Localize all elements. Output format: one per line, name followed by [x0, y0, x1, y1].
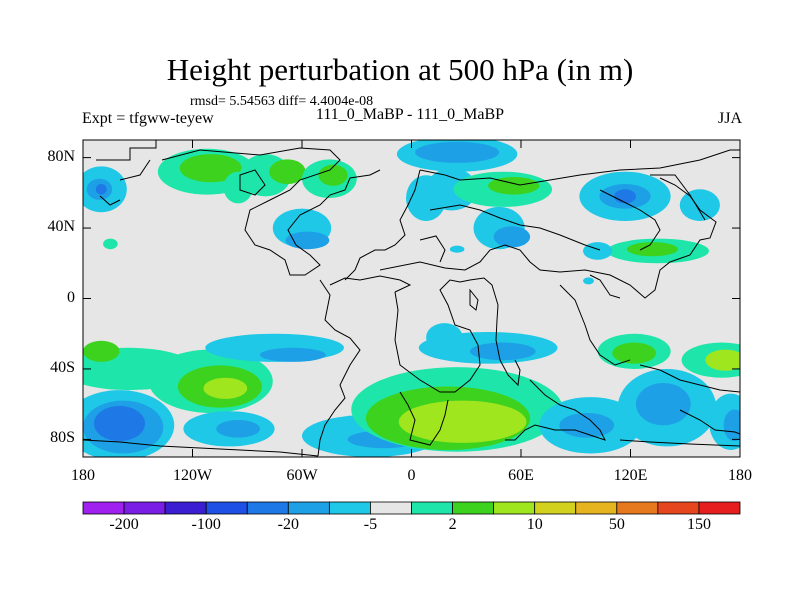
- colorbar-label: -200: [109, 516, 139, 533]
- contour-region-29: [583, 277, 595, 285]
- colorbar-label: 150: [686, 516, 711, 533]
- contour-region-26: [626, 242, 678, 257]
- stats-label: rmsd= 5.54563 diff= 4.4004e-08: [190, 94, 374, 109]
- x-tick-label: 180: [71, 467, 95, 484]
- contour-region-59: [723, 409, 740, 442]
- contour-region-34: [93, 405, 146, 442]
- y-tick-label: 40N: [47, 218, 75, 236]
- y-tick-label: 80N: [47, 147, 75, 165]
- contour-region-46: [398, 400, 527, 443]
- contour-region-49: [469, 342, 536, 361]
- colorbar-swatch-9: [452, 501, 495, 515]
- contour-region-18: [488, 176, 540, 195]
- contour-region-41: [216, 420, 261, 438]
- experiment-label: Expt = tfgww-teyew: [82, 110, 214, 127]
- y-tick-label: 0: [67, 288, 75, 306]
- x-tick-label: 120W: [172, 467, 213, 484]
- colorbar-label: 50: [608, 516, 625, 533]
- contour-region-11: [285, 231, 330, 250]
- x-tick-label: 0: [407, 467, 416, 484]
- x-tick-label: 180: [728, 467, 752, 484]
- colorbar-swatch-5: [287, 501, 330, 515]
- colorbar-swatch-2: [164, 501, 207, 515]
- contour-region-39: [260, 347, 326, 362]
- chart-title: Height perturbation at 500 hPa (in m): [166, 52, 634, 87]
- colorbar-label: -100: [191, 516, 221, 533]
- contour-region-20: [493, 226, 531, 248]
- colorbar-swatch-0: [82, 501, 125, 515]
- colorbar-swatch-10: [493, 501, 536, 515]
- colorbar-label: 2: [448, 516, 457, 533]
- colorbar-swatch-11: [534, 501, 577, 515]
- case-label: 111_0_MaBP - 111_0_MaBP: [315, 106, 505, 123]
- colorbar-swatch-12: [575, 501, 618, 515]
- contour-region-53: [612, 342, 657, 364]
- contour-region-55: [635, 383, 691, 426]
- contour-region-37: [203, 377, 248, 399]
- colorbar-swatch-14: [657, 501, 700, 515]
- colorbar-swatch-13: [616, 501, 659, 515]
- contour-region-2: [95, 184, 107, 195]
- contour-region-9: [318, 164, 348, 186]
- colorbar-swatch-3: [205, 501, 248, 515]
- contour-region-24: [679, 189, 720, 222]
- colorbar-swatch-1: [123, 501, 166, 515]
- coastline-outline: [83, 140, 740, 457]
- y-tick-label: 80S: [50, 429, 75, 447]
- contour-region-57: [705, 349, 740, 371]
- colorbar-label: 10: [526, 516, 543, 533]
- contour-region-23: [614, 189, 636, 204]
- contour-region-7: [269, 159, 306, 185]
- contour-region-28: [449, 245, 465, 253]
- colorbar-label: -20: [277, 516, 299, 533]
- contour-region-14: [415, 141, 500, 163]
- contour-region-31: [83, 340, 120, 362]
- colorbar-label: -5: [363, 516, 378, 533]
- contour-region-4: [179, 154, 242, 183]
- colorbar-swatch-15: [698, 501, 741, 515]
- contour-region-12: [103, 238, 118, 250]
- colorbar-swatch-6: [328, 501, 371, 515]
- contour-region-27: [583, 242, 613, 260]
- colorbar-swatch-4: [246, 501, 289, 515]
- x-tick-label: 120E: [613, 467, 648, 484]
- colorbar-swatch-8: [411, 501, 453, 515]
- colorbar-swatch-7: [370, 501, 412, 515]
- x-tick-label: 60W: [286, 467, 318, 484]
- y-tick-label: 40S: [50, 358, 75, 376]
- season-label: JJA: [717, 110, 742, 127]
- x-tick-label: 60E: [508, 467, 534, 484]
